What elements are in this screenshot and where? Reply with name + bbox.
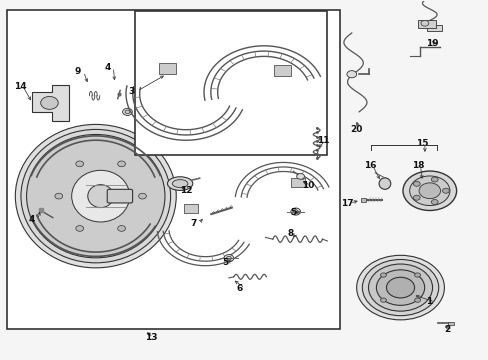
Ellipse shape bbox=[356, 255, 444, 320]
Circle shape bbox=[138, 193, 146, 199]
Circle shape bbox=[290, 208, 300, 215]
Bar bbox=[447, 321, 453, 325]
Ellipse shape bbox=[88, 185, 113, 208]
Circle shape bbox=[125, 110, 130, 114]
Ellipse shape bbox=[402, 171, 456, 211]
Circle shape bbox=[122, 108, 132, 116]
Text: 9: 9 bbox=[75, 67, 81, 76]
Circle shape bbox=[293, 210, 298, 213]
Circle shape bbox=[346, 71, 356, 78]
Text: 20: 20 bbox=[349, 125, 362, 134]
Bar bbox=[183, 204, 198, 213]
Circle shape bbox=[380, 273, 386, 277]
Circle shape bbox=[430, 177, 437, 182]
Circle shape bbox=[414, 273, 420, 277]
Circle shape bbox=[442, 188, 448, 193]
Ellipse shape bbox=[15, 125, 176, 268]
Text: 6: 6 bbox=[236, 284, 242, 293]
Circle shape bbox=[41, 96, 58, 109]
Text: 11: 11 bbox=[316, 136, 328, 145]
Text: 5: 5 bbox=[290, 208, 296, 217]
Text: 13: 13 bbox=[144, 333, 157, 342]
Text: 16: 16 bbox=[363, 161, 376, 170]
Circle shape bbox=[76, 161, 83, 167]
Text: 18: 18 bbox=[411, 161, 424, 170]
Text: 10: 10 bbox=[301, 181, 313, 190]
Ellipse shape bbox=[172, 180, 187, 188]
Text: 5: 5 bbox=[222, 258, 228, 267]
Ellipse shape bbox=[386, 277, 414, 298]
Circle shape bbox=[118, 226, 125, 231]
Bar bbox=[360, 198, 365, 202]
Bar bbox=[273, 65, 290, 76]
Text: 12: 12 bbox=[180, 186, 192, 195]
Circle shape bbox=[414, 298, 420, 302]
Ellipse shape bbox=[72, 170, 129, 222]
Text: 2: 2 bbox=[443, 325, 449, 334]
Text: 4: 4 bbox=[104, 63, 111, 72]
FancyBboxPatch shape bbox=[107, 189, 132, 203]
Text: 8: 8 bbox=[287, 229, 293, 238]
Ellipse shape bbox=[26, 134, 164, 258]
Text: 14: 14 bbox=[14, 82, 27, 91]
Text: 4: 4 bbox=[29, 215, 35, 224]
Circle shape bbox=[420, 21, 428, 26]
Bar bbox=[290, 178, 305, 187]
Text: 15: 15 bbox=[415, 139, 428, 148]
Text: 19: 19 bbox=[425, 39, 438, 48]
Ellipse shape bbox=[362, 260, 438, 316]
Circle shape bbox=[118, 161, 125, 167]
Bar bbox=[6, 10, 339, 329]
Circle shape bbox=[296, 174, 304, 179]
Circle shape bbox=[380, 298, 386, 302]
Circle shape bbox=[55, 193, 62, 199]
Circle shape bbox=[412, 195, 419, 200]
Ellipse shape bbox=[167, 177, 192, 190]
Bar bbox=[135, 12, 327, 155]
Text: 3: 3 bbox=[128, 86, 134, 95]
Bar bbox=[417, 20, 435, 28]
Ellipse shape bbox=[409, 176, 449, 206]
Circle shape bbox=[76, 226, 83, 231]
Ellipse shape bbox=[368, 264, 432, 311]
Ellipse shape bbox=[378, 178, 390, 189]
Text: 1: 1 bbox=[426, 297, 432, 306]
Circle shape bbox=[224, 255, 233, 262]
Text: 17: 17 bbox=[340, 199, 353, 208]
Ellipse shape bbox=[418, 183, 440, 199]
Circle shape bbox=[430, 199, 437, 204]
Bar bbox=[159, 63, 176, 74]
Polygon shape bbox=[32, 85, 69, 121]
Circle shape bbox=[412, 181, 419, 186]
Text: 7: 7 bbox=[189, 219, 196, 228]
Ellipse shape bbox=[376, 270, 424, 305]
Bar bbox=[427, 25, 441, 31]
Circle shape bbox=[226, 256, 231, 260]
Ellipse shape bbox=[21, 130, 170, 263]
